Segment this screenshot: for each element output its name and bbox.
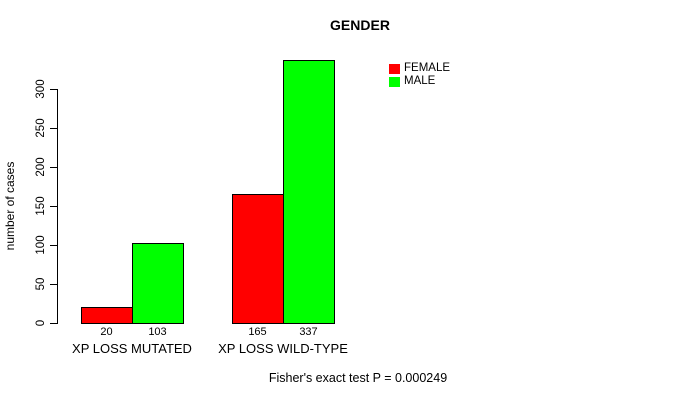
bar-female-group2 (232, 194, 284, 324)
y-axis-tick (50, 206, 58, 207)
category-label: XP LOSS MUTATED (72, 341, 192, 356)
y-axis-tick-label: 250 (35, 118, 47, 138)
legend-label: MALE (404, 75, 436, 87)
y-axis-tick-label: 150 (35, 196, 47, 216)
annotation-text: Fisher's exact test P = 0.000249 (268, 371, 448, 385)
legend-entry-male: MALE (389, 75, 450, 87)
bar-value-label: 20 (100, 326, 113, 338)
legend-label: FEMALE (404, 62, 451, 74)
y-axis-tick-label: 100 (35, 235, 47, 255)
legend-swatch-female (389, 63, 400, 74)
chart-title: GENDER (330, 17, 390, 33)
category-label: XP LOSS WILD-TYPE (218, 341, 348, 356)
y-axis-tick-label: 200 (35, 157, 47, 177)
y-axis-title: number of cases (3, 161, 17, 251)
y-axis-tick (50, 284, 58, 285)
bar-female-group1 (81, 307, 133, 324)
bar-value-label: 337 (299, 326, 318, 338)
y-axis-tick (50, 89, 58, 90)
legend-entry-female: FEMALE (389, 62, 451, 74)
y-axis-tick-label: 50 (35, 277, 47, 291)
bar-value-label: 165 (248, 326, 267, 338)
y-axis-tick-label: 0 (35, 319, 47, 327)
legend-swatch-male (389, 76, 400, 87)
bar-male-group2 (283, 60, 335, 324)
y-axis-tick (50, 167, 58, 168)
y-axis-tick (50, 245, 58, 246)
bar-male-group1 (132, 243, 184, 324)
legend: FEMALE MALE (389, 62, 451, 87)
y-axis-tick-label: 300 (35, 79, 47, 99)
bar-value-label: 103 (148, 326, 167, 338)
y-axis-tick (50, 323, 58, 324)
y-axis-tick (50, 128, 58, 129)
